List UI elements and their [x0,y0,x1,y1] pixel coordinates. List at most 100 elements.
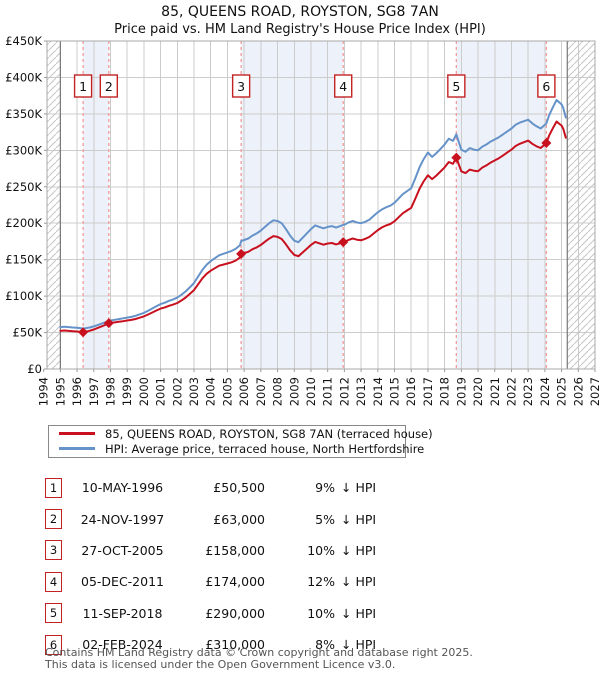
sale-price: £50,500 [213,480,265,496]
y-axis-label: £350K [5,107,42,121]
y-axis-label: £400K [5,70,42,84]
sale-pct-vs-hpi: 10% [307,605,335,621]
ownership-band [456,41,547,369]
x-axis-label: 1994 [37,377,51,406]
x-axis-label: 2022 [504,377,518,406]
sale-price: £63,000 [213,511,265,527]
sale-row: 3 27-OCT-2005 £158,000 10% ↓ HPI [45,535,565,566]
sale-pct-direction: ↓ HPI [341,542,377,558]
sale-number-box [73,74,93,98]
x-axis-label: 2010 [304,377,318,406]
x-axis-label: 2020 [471,377,485,406]
ownership-band [241,41,344,369]
sale-pct-direction: ↓ HPI [341,637,377,653]
x-axis-label: 1997 [87,377,101,406]
sale-price: £310,000 [205,637,265,653]
sale-number-badge: 6 [45,634,62,655]
page-subtitle: Price paid vs. HM Land Registry's House … [114,22,486,37]
sale-date: 10-MAY-1996 [81,480,164,496]
sale-price: £174,000 [205,574,265,590]
sale-pct-direction: ↓ HPI [341,480,377,496]
hpi-line-swatch [59,447,95,450]
sale-date: 27-OCT-2005 [81,542,164,558]
sale-number-box [231,74,251,98]
sale-number: 6 [542,79,550,94]
x-axis-label: 2018 [438,377,452,406]
price-line [59,120,567,334]
price-line-swatch [59,432,95,435]
sale-marker [103,318,114,329]
legend-item-hpi: HPI: Average price, terraced house, Nort… [49,442,424,457]
sale-number: 5 [452,79,460,94]
x-axis-label: 2012 [337,377,351,406]
sale-number-badge: 4 [45,571,62,592]
x-axis-label: 2027 [588,377,600,406]
x-axis-label: 2002 [170,377,184,406]
sales-table: 1 10-MAY-1996 £50,500 9% ↓ HPI 2 24-NOV-1997 £6… [45,472,565,660]
sale-marker [451,152,462,163]
hpi-line [59,99,567,330]
sale-pct-vs-hpi: 12% [307,574,335,590]
x-axis-label: 1999 [120,377,134,406]
sale-marker [78,327,89,338]
y-axis-label: £200K [5,216,42,230]
sale-pct-direction: ↓ HPI [341,511,377,527]
x-axis-label: 2011 [321,377,335,406]
sale-number: 1 [79,79,87,94]
sale-row: 2 24-NOV-1997 £63,000 5% ↓ HPI [45,503,565,534]
x-axis-label: 2007 [254,377,268,406]
attribution-footer: Contains HM Land Registry data © Crown c… [45,647,473,670]
x-axis-label: 1996 [70,377,84,406]
y-axis-label: £450K [5,36,42,48]
chart-legend: 85, QUEENS ROAD, ROYSTON, SG8 7AN (terra… [48,425,433,458]
sale-number-box [99,74,119,98]
sale-number: 2 [105,79,113,94]
x-axis-label: 2024 [538,377,552,406]
x-axis-label: 2009 [287,377,301,406]
sale-date: 02-FEB-2024 [82,637,163,653]
footer-line: This data is licensed under the Open Gov… [45,657,396,671]
sale-price: £290,000 [205,605,265,621]
sale-number-box [334,74,353,98]
sale-date: 05-DEC-2011 [81,574,164,590]
sale-price: £158,000 [205,542,265,558]
x-axis-label: 2000 [137,377,151,406]
x-axis-label: 2005 [220,377,234,406]
sale-row: 5 11-SEP-2018 £290,000 10% ↓ HPI [45,598,565,629]
y-axis-label: £300K [5,143,42,157]
sale-number-box [447,74,466,98]
x-axis-label: 2017 [421,377,435,406]
x-axis-label: 2026 [571,377,585,406]
sale-row: 1 10-MAY-1996 £50,500 9% ↓ HPI [45,472,565,503]
sale-row: 6 02-FEB-2024 £310,000 8% ↓ HPI [45,629,565,660]
sale-pct-direction: ↓ HPI [341,605,377,621]
y-axis-label: £250K [5,180,42,194]
x-axis-label: 2025 [555,377,569,406]
sale-number: 4 [339,79,347,94]
sale-number-box [537,74,556,98]
legend-label: 85, QUEENS ROAD, ROYSTON, SG8 7AN (terra… [105,427,433,441]
sale-pct-vs-hpi: 9% [315,480,335,496]
x-axis-label: 2019 [454,377,468,406]
hatch-right [567,41,595,369]
sale-number-badge: 2 [45,509,62,530]
x-axis-label: 2023 [521,377,535,406]
x-axis-label: 2004 [204,377,218,406]
hatch-left [47,41,61,369]
x-axis-label: 2006 [237,377,251,406]
y-axis-label: £100K [5,289,42,303]
x-axis-label: 1998 [103,377,117,406]
sale-number: 3 [237,79,245,94]
plot-border [46,40,596,370]
sale-marker [338,237,349,248]
x-axis-label: 2016 [404,377,418,406]
x-axis-label: 2015 [388,377,402,406]
sale-pct-vs-hpi: 5% [315,511,335,527]
sale-number-badge: 1 [45,477,62,498]
price-chart: 1 2 3 4 5 6 £0 £50K £100K £150K £200K £250K £300K £35… [5,36,600,406]
legend-item-price: 85, QUEENS ROAD, ROYSTON, SG8 7AN (terra… [49,427,433,442]
sale-date: 11-SEP-2018 [82,605,163,621]
y-axis-label: £150K [5,253,42,267]
x-axis-label: 1995 [53,377,67,406]
x-axis-label: 2001 [154,377,168,406]
